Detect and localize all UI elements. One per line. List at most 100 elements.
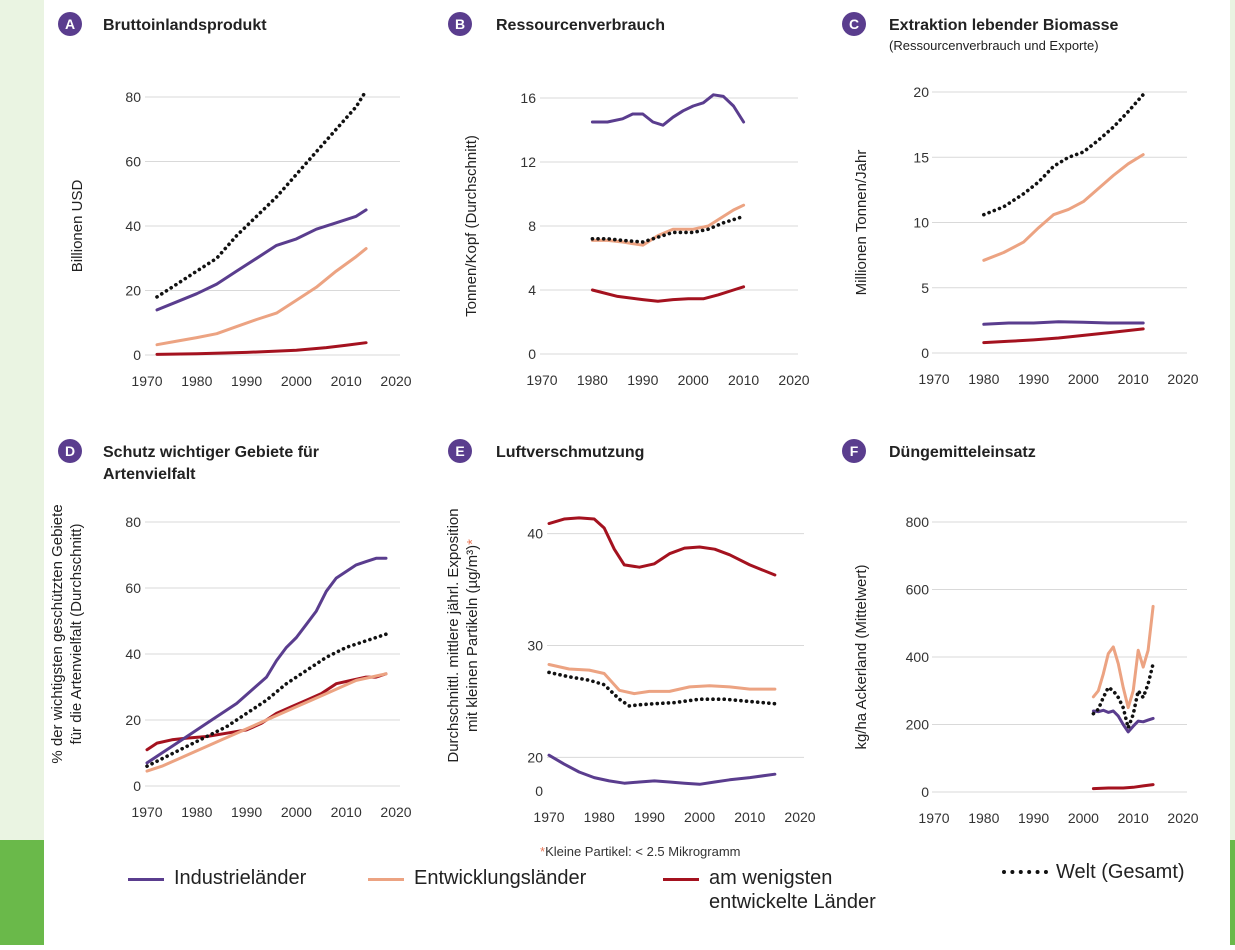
footnote-text: Kleine Partikel: < 2.5 Mikrogramm (545, 844, 741, 859)
badge-b (448, 12, 472, 36)
series-d-industrial (145, 556, 388, 765)
ytick-f-400: 400 (906, 649, 930, 665)
xtick-d-1980: 1980 (181, 804, 212, 820)
series-d-developing (145, 672, 388, 773)
legend-label-least-line1: am wenigsten (709, 867, 833, 889)
ytick-f-200: 200 (906, 717, 930, 733)
badge-e (448, 439, 472, 463)
legend-item-industrial: Industrieländer (128, 866, 306, 890)
title-a: Bruttoinlandsprodukt (103, 17, 267, 34)
series-f-least (1091, 783, 1155, 791)
badge-c (842, 12, 866, 36)
ytick-f-0: 0 (921, 784, 929, 800)
xtick-e-2020: 2020 (784, 809, 815, 825)
subtitle-c: (Ressourcenverbrauch und Exporte) (889, 38, 1099, 53)
ytick-a-80: 80 (125, 89, 141, 105)
frame-right-green (1226, 0, 1235, 840)
xtick-c-1990: 1990 (1018, 371, 1049, 387)
xtick-a-2020: 2020 (380, 373, 411, 389)
xtick-a-2010: 2010 (331, 373, 362, 389)
xtick-d-2020: 2020 (380, 804, 411, 820)
xtick-a-1970: 1970 (131, 373, 162, 389)
series-c-industrial (982, 320, 1145, 326)
ylabel-e-line2: mit kleinen Partikeln (µg/m³)* (464, 539, 481, 732)
xtick-e-1980: 1980 (584, 809, 615, 825)
ylabel-d-line1: % der wichtigsten geschützten Gebiete (49, 504, 66, 763)
series-a-world (155, 88, 368, 299)
series-a-industrial (155, 208, 368, 312)
series-e-industrial (547, 753, 777, 786)
xtick-c-2000: 2000 (1068, 371, 1099, 387)
xtick-c-1970: 1970 (918, 371, 949, 387)
xtick-d-2010: 2010 (331, 804, 362, 820)
series-b-world (590, 214, 746, 244)
xtick-b-2020: 2020 (778, 372, 809, 388)
chart-figure: A Bruttoinlandsprodukt 0 20 40 60 80 1970 1980 19… (44, 0, 1230, 945)
legend-item-developing: Entwicklungsländer (368, 866, 586, 890)
legend-band-left (0, 840, 44, 945)
ytick-d-60: 60 (125, 580, 141, 596)
legend-swatch-developing (368, 878, 404, 881)
badge-d-label: D (65, 443, 75, 459)
series-b-least (590, 285, 746, 303)
ytick-c-20: 20 (913, 84, 929, 100)
legend-label-industrial: Industrieländer (174, 867, 307, 889)
xtick-d-1970: 1970 (131, 804, 162, 820)
title-d-line1: Schutz wichtiger Gebiete für (103, 444, 319, 461)
xtick-a-1990: 1990 (231, 373, 262, 389)
title-f: Düngemitteleinsatz (889, 444, 1036, 461)
ytick-b-8: 8 (528, 218, 536, 234)
ytick-f-600: 600 (906, 582, 930, 598)
ytick-a-40: 40 (125, 218, 141, 234)
ylabel-e-line1: Durchschnittl. mittlere jährl. Expositio… (445, 508, 462, 762)
legend-item-least: am wenigsten entwickelte Länder (663, 866, 876, 914)
xtick-b-1970: 1970 (526, 372, 557, 388)
ytick-c-15: 15 (913, 149, 929, 165)
ytick-b-0: 0 (528, 346, 536, 362)
ytick-d-40: 40 (125, 646, 141, 662)
series-d-world (145, 632, 388, 768)
ylabel-a: Billionen USD (69, 180, 86, 273)
xtick-c-2010: 2010 (1118, 371, 1149, 387)
ytick-a-60: 60 (125, 154, 141, 170)
title-c: Extraktion lebender Biomasse (889, 17, 1119, 34)
xtick-e-1990: 1990 (634, 809, 665, 825)
ytick-c-10: 10 (913, 215, 929, 231)
xtick-f-1980: 1980 (968, 810, 999, 826)
badge-e-label: E (455, 443, 464, 459)
xtick-b-2010: 2010 (728, 372, 759, 388)
ytick-a-20: 20 (125, 283, 141, 299)
xtick-d-1990: 1990 (231, 804, 262, 820)
ylabel-b: Tonnen/Kopf (Durchschnitt) (463, 135, 480, 317)
badge-f-label: F (850, 443, 859, 459)
xtick-f-2020: 2020 (1167, 810, 1198, 826)
ylabel-f: kg/ha Ackerland (Mittelwert) (853, 564, 870, 749)
legend-label-developing: Entwicklungsländer (414, 867, 587, 889)
legend-label-least-line2: entwickelte Länder (709, 891, 876, 913)
footnote-star: * (540, 844, 546, 859)
xtick-a-2000: 2000 (281, 373, 312, 389)
legend-swatch-industrial (128, 878, 164, 881)
series-a-developing (155, 247, 368, 347)
frame-left-green (0, 0, 44, 840)
title-e: Luftverschmutzung (496, 444, 644, 461)
legend-swatch-least (663, 878, 699, 881)
ylabel-e-star: * (464, 539, 481, 545)
ytick-f-800: 800 (906, 514, 930, 530)
ytick-b-4: 4 (528, 282, 536, 298)
badge-c-label: C (849, 16, 859, 32)
series-a-least (155, 341, 368, 356)
ytick-d-0: 0 (133, 778, 141, 794)
ytick-a-0: 0 (133, 347, 141, 363)
ytick-c-5: 5 (921, 280, 929, 296)
series-e-world (547, 670, 777, 708)
ytick-c-0: 0 (921, 345, 929, 361)
ytick-b-12: 12 (520, 154, 536, 170)
xtick-f-1970: 1970 (918, 810, 949, 826)
ylabel-d-line2: für die Artenvielfalt (Durchschnitt) (68, 524, 85, 745)
legend-swatch-world (1002, 870, 1048, 874)
series-e-least (547, 516, 777, 577)
xtick-b-1980: 1980 (577, 372, 608, 388)
series-c-developing (982, 153, 1145, 262)
xtick-f-2000: 2000 (1068, 810, 1099, 826)
